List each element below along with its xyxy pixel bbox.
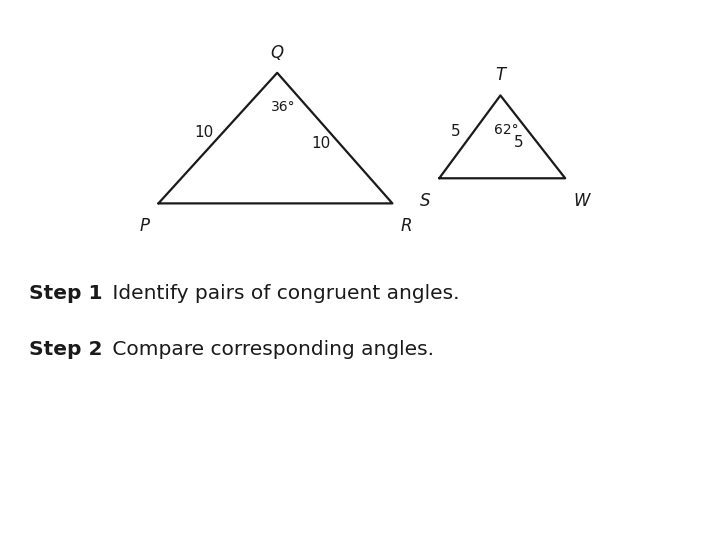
- Text: Identify pairs of congruent angles.: Identify pairs of congruent angles.: [106, 284, 459, 303]
- Text: 5: 5: [451, 124, 461, 139]
- Text: Q: Q: [271, 44, 284, 62]
- Text: S: S: [420, 192, 431, 211]
- Text: W: W: [574, 192, 590, 211]
- Text: 10: 10: [312, 137, 331, 151]
- Text: Step 1: Step 1: [29, 284, 102, 303]
- Text: Compare corresponding angles.: Compare corresponding angles.: [106, 340, 434, 359]
- Text: Step 2: Step 2: [29, 340, 102, 359]
- Text: Holt McDougal Geometry: Holt McDougal Geometry: [14, 515, 182, 528]
- Text: P: P: [140, 218, 150, 235]
- Text: 36°: 36°: [271, 100, 295, 114]
- Text: 62°: 62°: [494, 123, 518, 137]
- Text: 5: 5: [514, 134, 523, 150]
- Text: 10: 10: [195, 125, 214, 140]
- Text: R: R: [401, 218, 413, 235]
- Text: T: T: [495, 66, 505, 84]
- Text: Copyright © by Holt Mc Dougal. All Rights Reserved.: Copyright © by Holt Mc Dougal. All Right…: [395, 515, 706, 528]
